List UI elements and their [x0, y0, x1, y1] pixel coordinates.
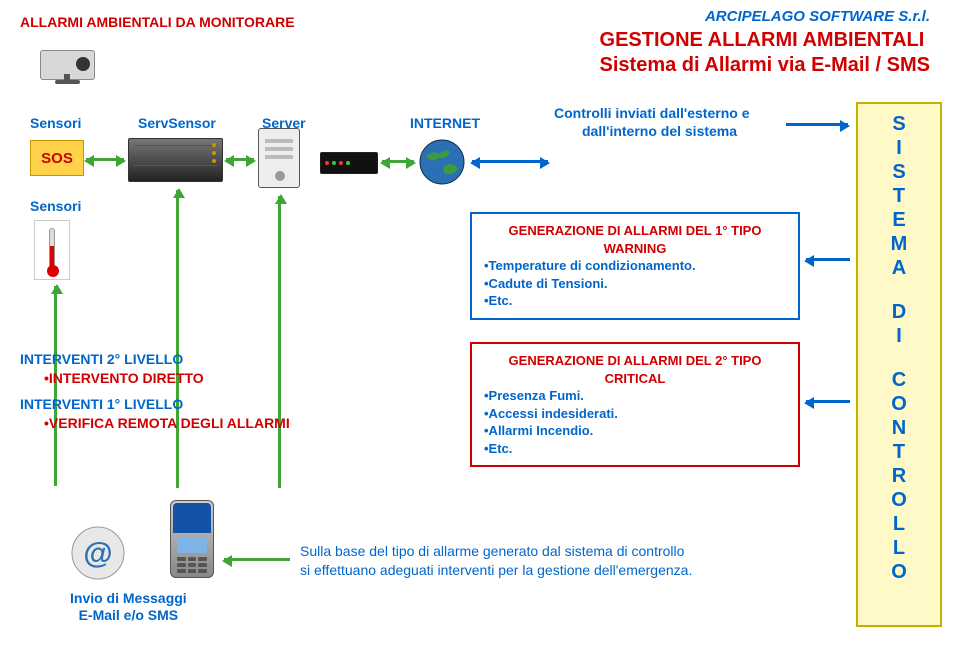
header-left: ALLARMI AMBIENTALI DA MONITORARE [20, 14, 295, 30]
rail-l: O [891, 560, 907, 584]
controlli-line2: dall'interno del sistema [554, 123, 737, 139]
company-name: ARCIPELAGO SOFTWARE S.r.l. [705, 8, 930, 25]
invio-line2: E-Mail e/o SMS [79, 607, 179, 623]
rail-l: S [892, 160, 905, 184]
right-rail: S I S T E M A D I C O N T R O L L O [856, 102, 942, 627]
warning-title: GENERAZIONE DI ALLARMI DEL 1° TIPO WARNI… [484, 222, 786, 257]
interventi-2-sub: •INTERVENTO DIRETTO [20, 369, 204, 388]
critical-item-1: •Presenza Fumi. [484, 387, 786, 405]
invio-label: Invio di Messaggi E-Mail e/o SMS [70, 590, 187, 624]
warning-item-3: •Etc. [484, 292, 786, 310]
label-controlli: Controlli inviati dall'esterno e dall'in… [554, 105, 749, 140]
footer-text: Sulla base del tipo di allarme generato … [300, 542, 810, 580]
interventi-1: INTERVENTI 1° LIVELLO •VERIFICA REMOTA D… [20, 395, 290, 433]
rail-l: T [893, 440, 905, 464]
arrow-rack-tower [226, 158, 254, 161]
rail-l: L [893, 512, 905, 536]
interventi-1-title: INTERVENTI 1° LIVELLO [20, 395, 290, 414]
interventi-1-sub: •VERIFICA REMOTA DEGLI ALLARMI [20, 414, 290, 433]
sos-icon: SOS [30, 140, 84, 176]
rail-l: A [892, 256, 906, 280]
rail-l: D [892, 300, 906, 324]
main-title: GESTIONE ALLARMI AMBIENTALI Sistema di A… [600, 28, 930, 78]
arrow-rail-critical [806, 400, 850, 403]
label-internet: INTERNET [410, 115, 480, 131]
critical-title: GENERAZIONE DI ALLARMI DEL 2° TIPO CRITI… [484, 352, 786, 387]
rail-l: M [891, 232, 908, 256]
critical-item-4: •Etc. [484, 440, 786, 458]
critical-item-2: •Accessi indesiderati. [484, 405, 786, 423]
label-servsensor: ServSensor [138, 115, 216, 131]
rail-l: I [896, 324, 902, 348]
modem-icon [320, 152, 378, 174]
arrow-footer-phone [224, 558, 290, 561]
title-line1: GESTIONE ALLARMI AMBIENTALI [600, 28, 930, 53]
arrow-rail-warning [806, 258, 850, 261]
rail-l: N [892, 416, 906, 440]
rail-l: T [893, 184, 905, 208]
rail-l: I [896, 136, 902, 160]
warning-box: GENERAZIONE DI ALLARMI DEL 1° TIPO WARNI… [470, 212, 800, 320]
rail-l: R [892, 464, 906, 488]
thermometer-icon [34, 220, 70, 280]
globe-icon [418, 138, 466, 186]
label-sensori-bottom: Sensori [30, 198, 81, 214]
rail-l: C [892, 368, 906, 392]
arrow-controlli-rail [786, 123, 848, 126]
rail-l: E [892, 208, 905, 232]
invio-line1: Invio di Messaggi [70, 590, 187, 606]
interventi-2-title: INTERVENTI 2° LIVELLO [20, 350, 204, 369]
footer-line1: Sulla base del tipo di allarme generato … [300, 543, 684, 559]
rail-l: O [891, 392, 907, 416]
svg-text:@: @ [83, 537, 112, 570]
warning-item-1: •Temperature di condizionamento. [484, 257, 786, 275]
title-line2: Sistema di Allarmi via E-Mail / SMS [600, 53, 930, 78]
rail-l: O [891, 488, 907, 512]
warning-item-2: •Cadute di Tensioni. [484, 275, 786, 293]
email-at-icon: @ [70, 525, 126, 581]
arrow-sos-rack [86, 158, 124, 161]
controlli-line1: Controlli inviati dall'esterno e [554, 105, 749, 121]
arrow-modem-globe [382, 160, 414, 163]
arrow-globe-controlli [472, 160, 548, 163]
arrow-tower-up [278, 196, 281, 488]
rail-l: S [892, 112, 905, 136]
label-sensori-top: Sensori [30, 115, 81, 131]
camera-icon [30, 42, 110, 92]
interventi-2: INTERVENTI 2° LIVELLO •INTERVENTO DIRETT… [20, 350, 204, 388]
server-tower-icon [258, 128, 300, 188]
arrow-rack-up [176, 190, 179, 488]
cellphone-icon [170, 500, 214, 578]
critical-box: GENERAZIONE DI ALLARMI DEL 2° TIPO CRITI… [470, 342, 800, 467]
critical-item-3: •Allarmi Incendio. [484, 422, 786, 440]
rackserver-icon [128, 138, 223, 182]
footer-line2: si effettuano adeguati interventi per la… [300, 562, 692, 578]
rail-l: L [893, 536, 905, 560]
